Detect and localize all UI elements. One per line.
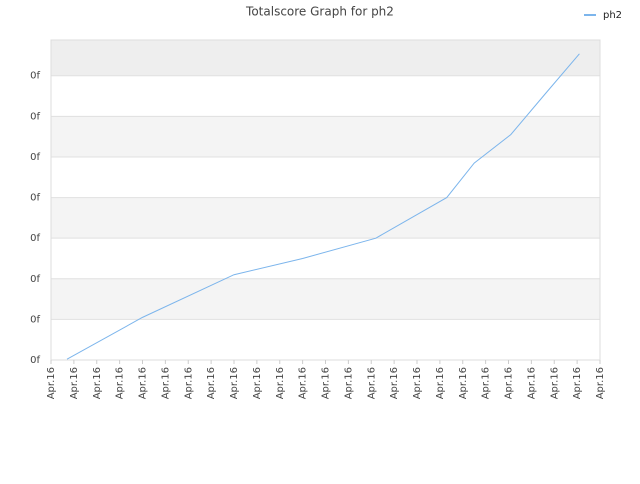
- band: [51, 238, 600, 279]
- band: [51, 278, 600, 320]
- y-tick-label: 0f: [30, 111, 40, 122]
- x-tick-label: Apr.16: [206, 367, 217, 399]
- x-tick-label: Apr.16: [458, 367, 469, 399]
- x-tick-label: Apr.16: [138, 367, 149, 399]
- band: [51, 156, 600, 198]
- y-tick-label: 0f: [30, 233, 40, 244]
- band: [51, 116, 600, 157]
- x-tick-label: Apr.16: [115, 367, 126, 399]
- x-tick-label: Apr.16: [412, 367, 423, 399]
- x-tick-label: Apr.16: [275, 367, 286, 399]
- x-tick-label: Apr.16: [321, 367, 332, 399]
- x-tick-label: Apr.16: [92, 367, 103, 399]
- y-tick-label: 0f: [30, 314, 40, 325]
- x-tick-label: Apr.16: [595, 367, 606, 399]
- x-tick-label: Apr.16: [549, 367, 560, 399]
- x-tick-label: Apr.16: [252, 367, 263, 399]
- x-tick-label: Apr.16: [229, 367, 240, 399]
- x-tick-label: Apr.16: [343, 367, 354, 399]
- chart-title: Totalscore Graph for ph2: [245, 5, 394, 19]
- y-tick-label: 0f: [30, 152, 40, 163]
- x-tick-label: Apr.16: [572, 367, 583, 399]
- y-tick-label: 0f: [30, 355, 40, 366]
- band: [51, 197, 600, 239]
- line: [66, 53, 580, 360]
- x-tick-label: Apr.16: [69, 367, 80, 399]
- y-tick-label: 0f: [30, 274, 40, 285]
- x-tick-label: Apr.16: [366, 367, 377, 399]
- x-tick-label: Apr.16: [526, 367, 537, 399]
- band: [51, 40, 600, 76]
- x-tick-label: Apr.16: [435, 367, 446, 399]
- x-tick-label: Apr.16: [481, 367, 492, 399]
- x-tick-label: Apr.16: [298, 367, 309, 399]
- y-tick-label: 0f: [30, 193, 40, 204]
- legend-label: ph2: [603, 10, 622, 21]
- y-tick-label: 0f: [30, 71, 40, 82]
- x-tick-label: Apr.16: [504, 367, 515, 399]
- x-tick-label: Apr.16: [160, 367, 171, 399]
- x-tick-label: Apr.16: [46, 367, 57, 399]
- band: [51, 319, 600, 360]
- x-tick-label: Apr.16: [389, 367, 400, 399]
- x-tick-label: Apr.16: [183, 367, 194, 399]
- band: [51, 75, 600, 117]
